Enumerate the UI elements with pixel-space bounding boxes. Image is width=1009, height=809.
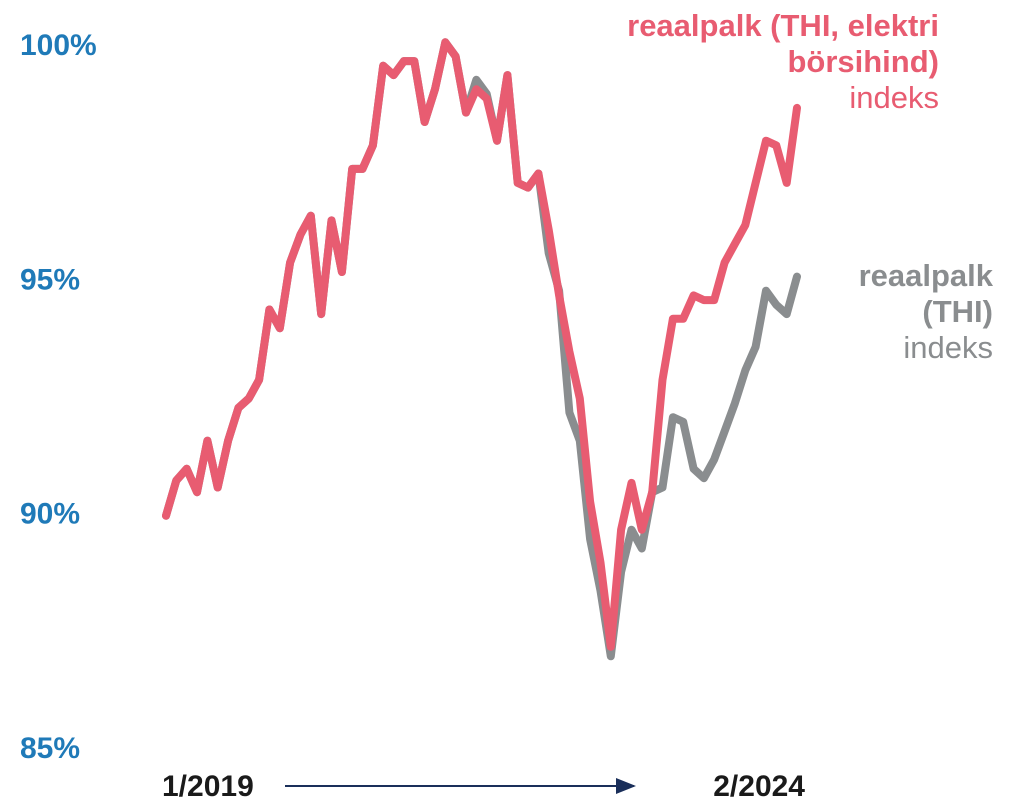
series-unit: indeks [903, 330, 993, 365]
series-name: reaalpalk (THI) [858, 258, 993, 329]
y-tick-label: 85% [20, 732, 80, 765]
lines [162, 38, 801, 661]
y-tick-label: 100% [20, 29, 97, 62]
series-name: reaalpalk (THI, elektri börsihind) [627, 8, 939, 79]
x-tick-label: 1/2019 [162, 770, 254, 803]
series-label: reaalpalk (THI, elektri börsihind) indek… [569, 8, 939, 116]
x-tick-label: 2/2024 [713, 770, 805, 803]
series-unit: indeks [849, 80, 939, 115]
y-tick-label: 95% [20, 263, 80, 296]
series-label: reaalpalk (THI) indeks [793, 258, 993, 366]
series-line [162, 38, 801, 651]
y-tick-label: 90% [20, 498, 80, 531]
